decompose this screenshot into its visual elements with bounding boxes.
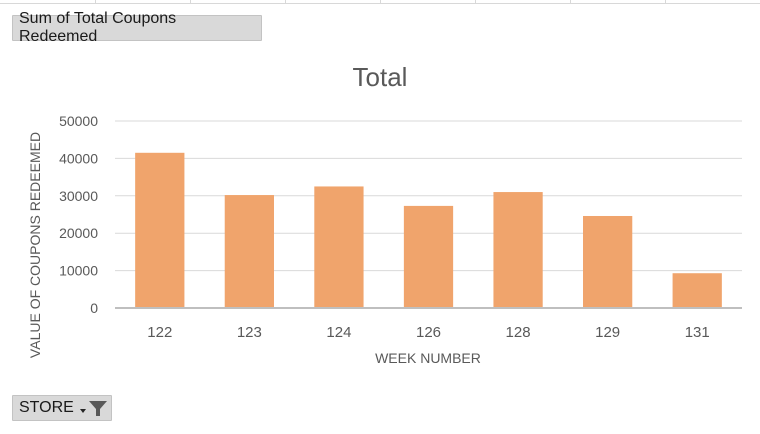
x-axis-label: WEEK NUMBER xyxy=(375,350,481,366)
x-tick-label: 122 xyxy=(147,324,172,341)
y-tick-label: 10000 xyxy=(59,263,98,279)
y-axis-label: VALUE OF COUPONS REDEEMED xyxy=(27,132,43,358)
sheet-gridlines xyxy=(0,0,760,4)
y-tick-label: 30000 xyxy=(59,188,98,204)
value-field-button[interactable]: Sum of Total Coupons Redeemed xyxy=(12,10,262,45)
bar-124 xyxy=(314,186,364,308)
axis-field-label: STORE xyxy=(19,399,74,416)
bars xyxy=(135,152,722,308)
value-field-label: Sum of Total Coupons Redeemed xyxy=(19,10,177,45)
y-tick-label: 40000 xyxy=(59,150,98,166)
x-tick-label: 131 xyxy=(685,324,710,341)
chart-title: Total xyxy=(353,62,408,92)
bar-128 xyxy=(493,192,543,308)
x-tick-label: 128 xyxy=(506,324,531,341)
y-tick-label: 0 xyxy=(90,300,98,316)
x-tick-label: 123 xyxy=(237,324,262,341)
x-tick-label: 124 xyxy=(326,324,351,341)
bar-123 xyxy=(224,195,274,308)
bar-122 xyxy=(135,152,185,308)
x-tick-label: 126 xyxy=(416,324,441,341)
bar-131 xyxy=(672,273,722,308)
x-tick-label: 129 xyxy=(595,324,620,341)
bar-126 xyxy=(403,205,454,308)
y-tick-label: 20000 xyxy=(59,225,98,241)
dropdown-arrow-icon xyxy=(79,409,86,413)
axis-field-filter-control[interactable] xyxy=(79,398,110,418)
bar-129 xyxy=(583,215,633,308)
filter-icon xyxy=(79,401,107,416)
y-tick-label: 50000 xyxy=(59,113,98,129)
axis-field-button[interactable]: STORE xyxy=(12,395,112,421)
axes: 0 10000 20000 30000 40000 50000 122 123 124 126 12… xyxy=(59,113,742,341)
